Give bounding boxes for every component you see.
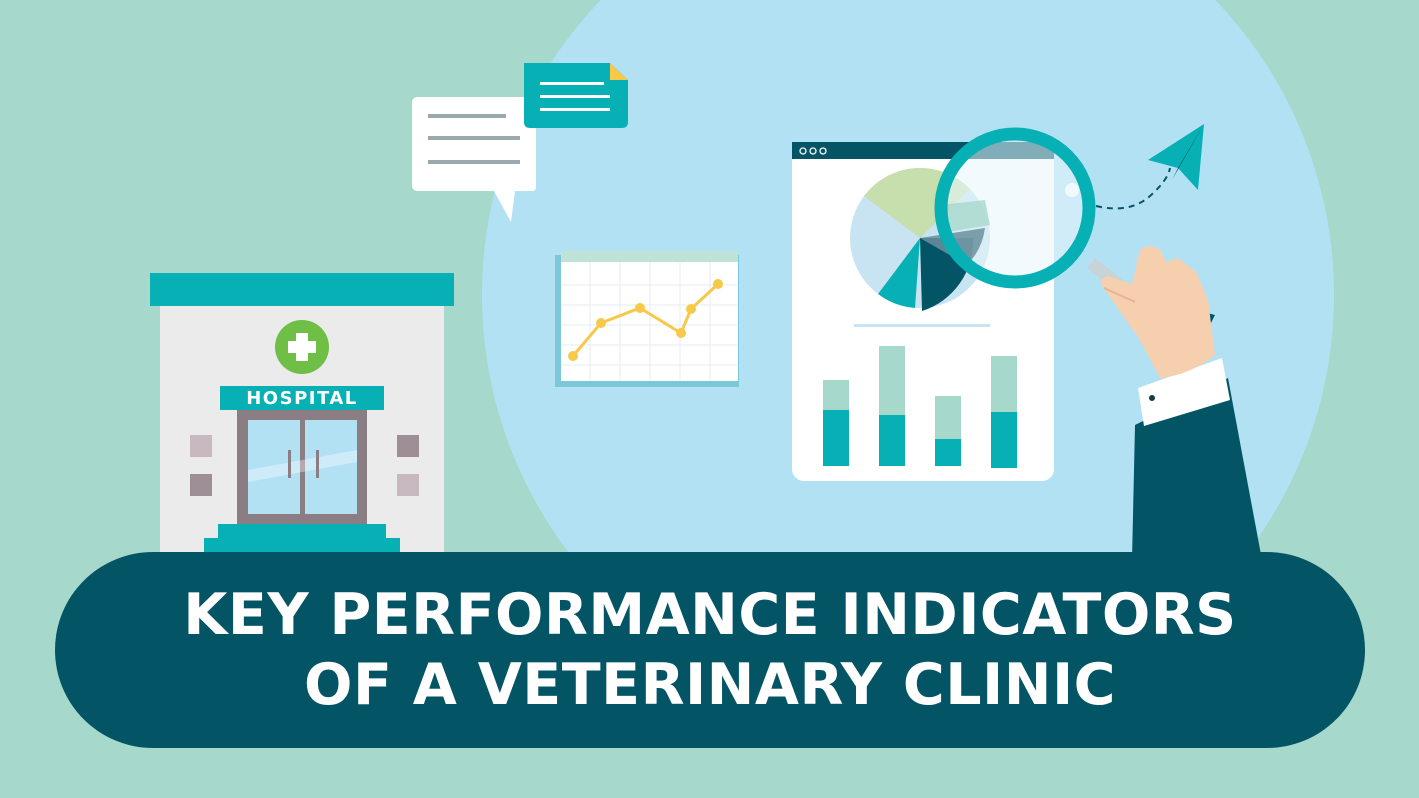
title-banner: KEY PERFORMANCE INDICATORS OF A VETERINA… [55,552,1365,748]
chat-bubble-icon [412,63,628,222]
hand-icon [1100,246,1215,378]
hospital-icon [150,273,454,560]
title-line-2: OF A VETERINARY CLINIC [304,652,1116,718]
line-chart-icon [555,251,739,387]
arm-icon [1132,358,1262,560]
paper-plane-icon [1095,124,1204,210]
hospital-sign-label: HOSPITAL [246,388,358,409]
title-line-1: KEY PERFORMANCE INDICATORS [183,582,1237,648]
